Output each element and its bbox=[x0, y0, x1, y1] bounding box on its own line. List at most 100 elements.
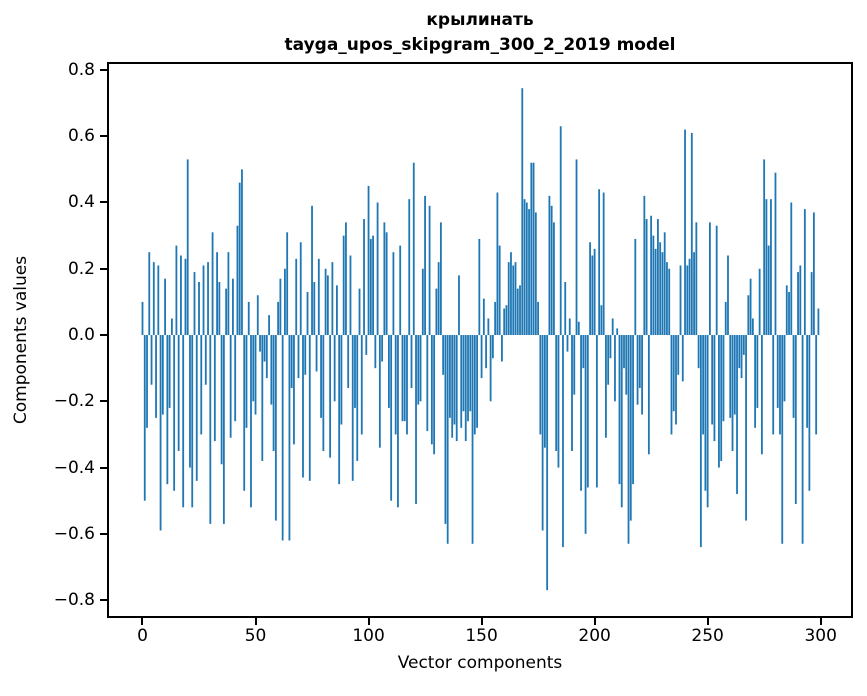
bar bbox=[446, 335, 449, 544]
bar bbox=[706, 335, 709, 508]
bar bbox=[713, 335, 716, 442]
bar bbox=[774, 172, 777, 336]
y-axis-label: Components values bbox=[11, 255, 31, 425]
bar bbox=[469, 335, 472, 412]
chart-title-line2: tayga_upos_skipgram_300_2_2019 model bbox=[284, 35, 676, 55]
bar bbox=[632, 335, 634, 485]
bar bbox=[213, 335, 216, 442]
bar bbox=[525, 202, 528, 336]
bar bbox=[433, 335, 436, 455]
bar bbox=[749, 278, 752, 336]
bar bbox=[591, 255, 594, 336]
y-tick-mark bbox=[100, 267, 107, 270]
bar bbox=[451, 335, 454, 438]
bar bbox=[444, 335, 447, 524]
bar bbox=[627, 335, 630, 544]
bar bbox=[297, 335, 300, 379]
bar bbox=[345, 222, 347, 336]
bar bbox=[394, 335, 397, 435]
bar bbox=[742, 335, 745, 355]
bar bbox=[666, 262, 668, 336]
bar bbox=[677, 335, 680, 375]
bar bbox=[265, 335, 268, 379]
bar bbox=[582, 335, 585, 369]
bar bbox=[702, 335, 705, 435]
bar bbox=[442, 335, 445, 375]
bar bbox=[166, 335, 169, 485]
bar bbox=[722, 335, 725, 422]
bar bbox=[189, 335, 191, 468]
bar bbox=[643, 195, 646, 336]
bar bbox=[799, 265, 802, 336]
bar bbox=[232, 278, 234, 336]
bar bbox=[650, 215, 653, 336]
bar bbox=[286, 232, 289, 336]
bar bbox=[507, 262, 510, 336]
bar bbox=[541, 335, 544, 531]
y-tick-label: 0.2 bbox=[67, 258, 95, 279]
bar bbox=[369, 238, 372, 336]
bar bbox=[453, 335, 456, 425]
bar bbox=[467, 335, 469, 422]
bar bbox=[408, 199, 411, 336]
bar bbox=[770, 199, 772, 336]
bar bbox=[191, 335, 194, 508]
bar bbox=[302, 335, 304, 478]
bar bbox=[326, 275, 329, 336]
y-tick-mark bbox=[100, 135, 107, 138]
bar bbox=[247, 301, 250, 336]
bar bbox=[785, 285, 788, 336]
bar bbox=[720, 335, 723, 461]
bar bbox=[259, 335, 261, 352]
bar bbox=[815, 335, 818, 435]
bar bbox=[731, 335, 734, 451]
bar bbox=[767, 245, 770, 336]
bar bbox=[180, 255, 182, 336]
bar bbox=[647, 335, 650, 455]
bar bbox=[195, 335, 198, 481]
bar bbox=[317, 258, 320, 336]
bar bbox=[182, 335, 185, 508]
bar bbox=[482, 298, 485, 336]
bar bbox=[498, 245, 501, 336]
bar bbox=[354, 335, 356, 408]
bar bbox=[299, 242, 302, 336]
bar bbox=[204, 335, 207, 385]
bar bbox=[184, 258, 187, 336]
bar bbox=[690, 132, 693, 336]
y-tick-label: 0.8 bbox=[67, 59, 95, 80]
bar bbox=[736, 335, 738, 495]
x-tick-mark bbox=[593, 618, 596, 625]
bar-chart-plot-area bbox=[107, 62, 853, 618]
bar bbox=[548, 195, 551, 336]
bar bbox=[711, 335, 714, 425]
y-tick-label: 0.4 bbox=[67, 192, 95, 213]
bar bbox=[564, 282, 567, 336]
bar bbox=[575, 159, 578, 336]
bar bbox=[686, 265, 689, 336]
x-tick-label: 200 bbox=[578, 626, 611, 646]
bar bbox=[794, 335, 797, 505]
bar bbox=[424, 195, 426, 336]
bar bbox=[645, 219, 648, 336]
bar bbox=[387, 335, 390, 408]
bar bbox=[430, 335, 433, 445]
bar bbox=[765, 199, 768, 336]
bar bbox=[489, 335, 492, 402]
bar bbox=[261, 335, 264, 461]
bar bbox=[727, 255, 729, 336]
bar bbox=[406, 335, 408, 435]
bar bbox=[797, 272, 799, 336]
bar bbox=[435, 288, 438, 336]
bar bbox=[756, 335, 759, 408]
bar bbox=[534, 212, 537, 336]
bar bbox=[173, 335, 176, 491]
bar bbox=[539, 335, 542, 435]
bar bbox=[729, 335, 732, 418]
bar bbox=[754, 335, 757, 428]
bar bbox=[211, 232, 214, 336]
bar bbox=[792, 335, 795, 418]
bar bbox=[663, 232, 666, 336]
bar bbox=[304, 335, 307, 375]
bar bbox=[530, 162, 533, 336]
